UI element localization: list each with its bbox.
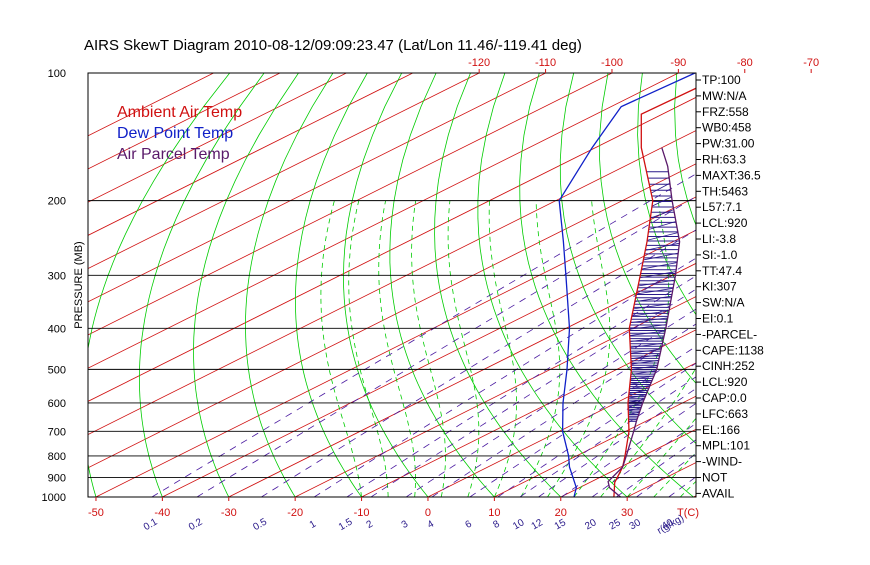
bottom-temp-label: -20: [287, 507, 303, 519]
pressure-label: 900: [48, 473, 66, 485]
mixing-ratio-label: 1.5: [337, 516, 355, 533]
isotherm-line: [162, 73, 870, 497]
top-temp-label: -110: [535, 57, 556, 69]
mixing-ratio-label: 4: [426, 518, 437, 531]
top-temp-label: -120: [468, 57, 490, 69]
mixing-ratio-label: 20: [583, 517, 599, 532]
pressure-label: 700: [48, 426, 66, 438]
index-label: EL:166: [702, 423, 740, 437]
index-label: L57:7.1: [702, 200, 742, 214]
legend: Ambient Air Temp Dew Point Temp Air Parcel…: [117, 104, 242, 163]
mixing-ratio-line: [520, 148, 870, 497]
index-label: LFC:663: [702, 407, 748, 421]
index-label: CINH:252: [702, 359, 755, 373]
legend-entry: Dew Point Temp: [117, 125, 233, 142]
bottom-temp-label: -30: [221, 507, 237, 519]
pressure-label: 600: [48, 398, 66, 410]
mixing-ratio-line: [470, 148, 870, 497]
index-label: MPL:101: [702, 439, 750, 453]
bottom-temp-label: -10: [354, 507, 370, 519]
index-label: CAPE:1138: [702, 343, 764, 357]
mixing-ratio-label: 25: [608, 517, 624, 532]
index-label: TT:47.4: [702, 264, 742, 278]
index-label: EI:0.1: [702, 312, 734, 326]
stability-indices: TP:100 MW:N/A FRZ:558 WB0:458 PW:31.00 RH:63.…: [696, 73, 764, 500]
legend-entry: Air Parcel Temp: [117, 146, 230, 163]
index-label: RH:63.3: [702, 153, 746, 167]
dry-adiabat-line: [814, 73, 870, 497]
mixing-ratio-label: 12: [530, 517, 546, 532]
bottom-temp-label: 10: [488, 507, 500, 519]
moist-adiabat-line: [489, 201, 516, 497]
dewpoint-temp-line: [559, 73, 695, 497]
top-temp-label: -80: [737, 57, 753, 69]
mixing-ratio-line: [498, 148, 870, 497]
index-label: AVAIL: [702, 486, 735, 500]
mixing-ratio-label: 0.2: [187, 516, 205, 533]
index-label: CAP:0.0: [702, 391, 747, 405]
mixing-ratio-label: 15: [553, 517, 569, 532]
pressure-label: 200: [48, 196, 66, 208]
mixing-ratio-line: [347, 148, 870, 497]
dry-adiabat-line: [780, 73, 870, 497]
mixing-ratio-unit: r(g/kg): [655, 513, 686, 537]
mixing-ratio-label: 30: [628, 517, 644, 532]
isotherm-line: [0, 73, 678, 497]
top-temp-label: -90: [670, 57, 686, 69]
pressure-label: 400: [48, 323, 66, 335]
pressure-label: 1000: [42, 492, 66, 504]
mixing-ratio-label: 10: [511, 517, 527, 532]
index-label: -WIND-: [702, 455, 742, 469]
pressure-label: 100: [48, 68, 66, 80]
index-label: FRZ:558: [702, 105, 749, 119]
dry-adiabat-line: [520, 73, 694, 497]
mixing-ratio-line: [669, 148, 870, 497]
top-temp-label: -100: [601, 57, 623, 69]
isotherm-line: [362, 73, 870, 497]
mixing-ratio-label: 0.5: [251, 516, 269, 533]
index-label: LCL:920: [702, 375, 748, 389]
pressure-label: 800: [48, 451, 66, 463]
index-label: MAXT:36.5: [702, 168, 761, 182]
index-label: NOT: [702, 471, 728, 485]
isotherm-line: [826, 73, 870, 497]
index-label: SI:-1.0: [702, 248, 738, 262]
bottom-temp-label: 0: [425, 507, 431, 519]
pressure-label: 300: [48, 270, 66, 282]
moist-adiabat-line: [521, 201, 560, 497]
isotherm-line: [428, 73, 870, 497]
dry-adiabat-line: [849, 73, 870, 497]
moist-adiabat-line: [321, 201, 362, 497]
mixing-ratio-label: 6: [463, 518, 474, 531]
top-temp-label: -70: [803, 57, 819, 69]
index-label: TP:100: [702, 73, 741, 87]
index-label: MW:N/A: [702, 89, 746, 103]
isotherm-line: [0, 73, 479, 497]
moist-adiabat-line: [349, 201, 388, 497]
index-label: TH:5463: [702, 184, 748, 198]
mixing-ratio-line: [197, 148, 779, 497]
dry-adiabat-line: [746, 73, 870, 497]
bottom-temp-label: 30: [621, 507, 633, 519]
mixing-ratio-label: 8: [491, 518, 502, 531]
index-label: WB0:458: [702, 121, 752, 135]
index-label: LCL:920: [702, 216, 748, 230]
pressure-label: 500: [48, 364, 66, 376]
legend-entry: Ambient Air Temp: [117, 104, 242, 121]
index-label: LI:-3.8: [702, 232, 736, 246]
bottom-temp-label: -40: [154, 507, 170, 519]
chart-title: AIRS SkewT Diagram 2010-08-12/09:09:23.4…: [84, 37, 582, 54]
index-label: -PARCEL-: [702, 327, 757, 341]
mixing-ratio-label: 2: [365, 518, 376, 531]
isotherm-line: [760, 73, 870, 497]
index-label: SW:N/A: [702, 296, 744, 310]
mixing-ratio-label: 3: [400, 518, 411, 531]
mixing-ratio-label: 1: [308, 518, 319, 531]
pressure-axis-title: PRESSURE (MB): [73, 241, 85, 328]
index-label: PW:31.00: [702, 137, 755, 151]
bottom-temp-label: -50: [88, 507, 104, 519]
index-label: KI:307: [702, 280, 737, 294]
